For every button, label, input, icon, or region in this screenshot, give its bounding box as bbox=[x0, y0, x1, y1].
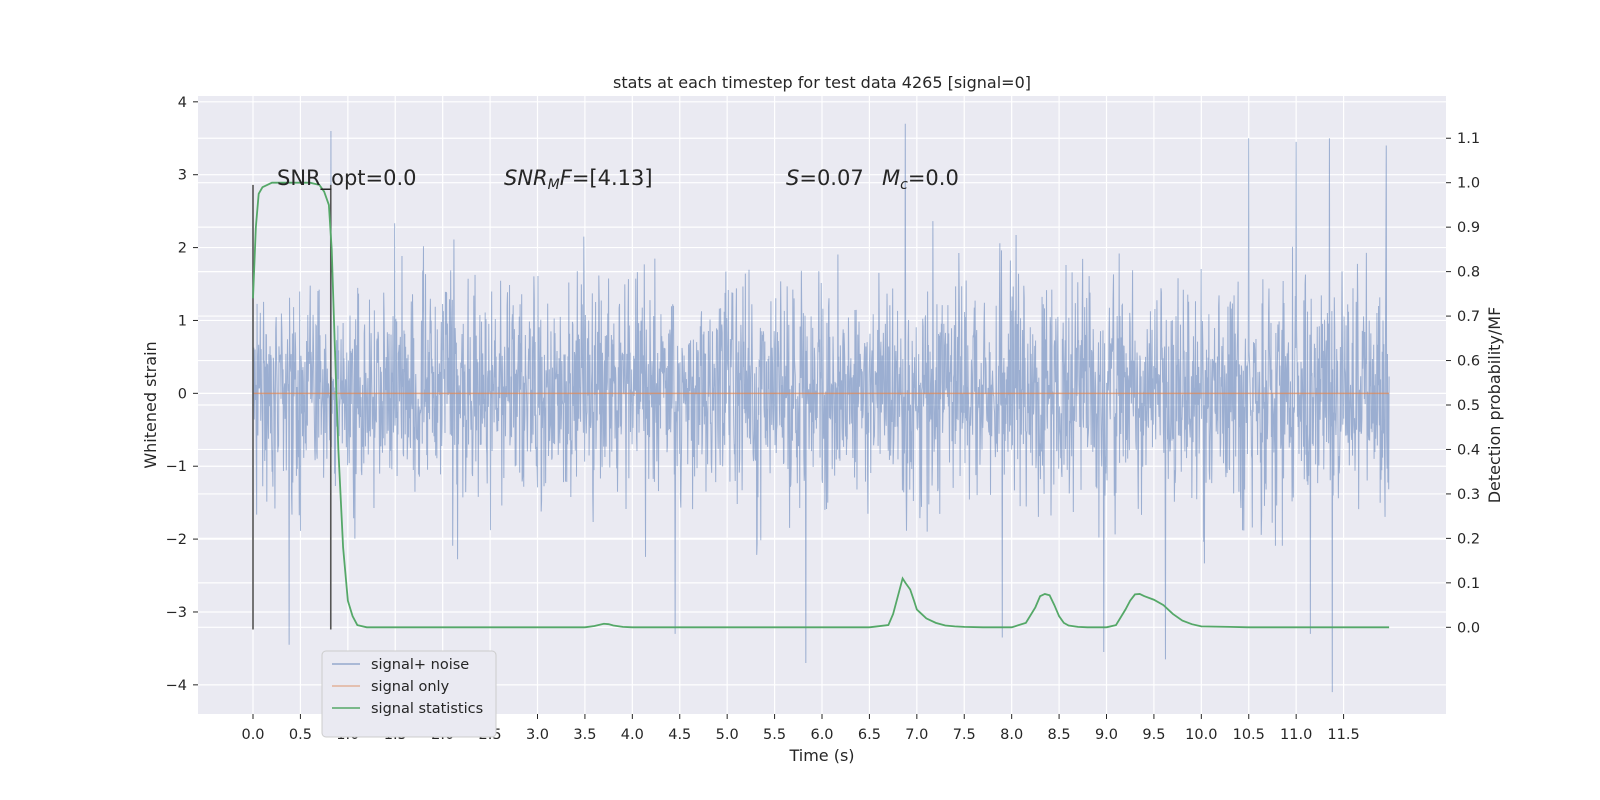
x-tick-label: 3.0 bbox=[526, 727, 549, 743]
annotations: SNR_opt=0.0 SNRMF=[4.13] S=0.07 Mc=0.0 bbox=[277, 166, 959, 193]
x-tick-label: 3.5 bbox=[573, 727, 596, 743]
y-axis-label: Whitened strain bbox=[141, 341, 160, 468]
x-tick-label: 7.5 bbox=[953, 727, 976, 743]
x-tick-label: 6.0 bbox=[810, 727, 833, 743]
x-tick-label: 5.5 bbox=[763, 727, 786, 743]
x-tick-label: 8.0 bbox=[1000, 727, 1023, 743]
x-axis-label: Time (s) bbox=[788, 746, 854, 765]
y-ticks-right: 1.1 1.0 0.9 0.8 0.7 0.6 0.5 0.4 0.3 0.2 0.1 0.0 bbox=[1446, 131, 1480, 636]
x-tick-label: 11.5 bbox=[1327, 727, 1359, 743]
y-tick-label-right: 0.9 bbox=[1457, 220, 1480, 236]
x-tick-label: 9.5 bbox=[1142, 727, 1165, 743]
marker-lines bbox=[252, 184, 332, 630]
y-tick-label-right: 0.0 bbox=[1457, 620, 1480, 636]
x-tick-label: 10.0 bbox=[1185, 727, 1217, 743]
x-tick-label: 4.0 bbox=[621, 727, 644, 743]
x-tick-label: 10.5 bbox=[1233, 727, 1265, 743]
x-tick-label: 11.0 bbox=[1280, 727, 1312, 743]
y-tick-label: −3 bbox=[166, 605, 187, 621]
y-tick-label-right: 0.2 bbox=[1457, 531, 1480, 547]
x-tick-label: 0.5 bbox=[289, 727, 312, 743]
y-tick-label: 3 bbox=[178, 168, 187, 184]
y-tick-label: −2 bbox=[166, 532, 187, 548]
x-tick-label: 0.0 bbox=[241, 727, 264, 743]
annotation-s: S=0.07 bbox=[786, 166, 864, 190]
annotation-snr-opt: SNR_opt=0.0 bbox=[277, 166, 417, 191]
y-tick-label-right: 1.0 bbox=[1457, 176, 1480, 192]
annotation-snr-mf: SNRMF=[4.13] bbox=[504, 166, 653, 193]
y-tick-label-right: 0.1 bbox=[1457, 576, 1480, 592]
series-signal-noise bbox=[252, 123, 1390, 693]
signal-statistics-line bbox=[252, 181, 1390, 629]
y-tick-label-right: 0.3 bbox=[1457, 487, 1480, 503]
annotation-mc: Mc=0.0 bbox=[882, 166, 959, 193]
y-axis-label-right: Detection probability/MF bbox=[1485, 307, 1504, 504]
legend-label-signal-only: signal only bbox=[371, 679, 450, 695]
y-ticks-left: 4 3 2 1 0 −1 −2 −3 −4 bbox=[166, 95, 198, 694]
x-tick-label: 6.5 bbox=[858, 727, 881, 743]
y-tick-label: 4 bbox=[178, 95, 187, 111]
legend-box bbox=[321, 650, 497, 738]
y-tick-label: −1 bbox=[166, 459, 187, 475]
series-signal-statistics bbox=[252, 181, 1390, 629]
y-tick-label-right: 0.8 bbox=[1457, 265, 1480, 281]
y-tick-label-right: 0.7 bbox=[1457, 309, 1480, 325]
signal-noise-line bbox=[252, 123, 1390, 693]
y-tick-label: 0 bbox=[178, 386, 187, 402]
y-tick-label-right: 1.1 bbox=[1457, 131, 1480, 147]
y-tick-label: −4 bbox=[166, 678, 187, 694]
x-tick-label: 4.5 bbox=[668, 727, 691, 743]
legend: signal+ noise signal only signal statist… bbox=[321, 650, 497, 738]
x-tick-label: 7.0 bbox=[905, 727, 928, 743]
x-tick-label: 9.0 bbox=[1095, 727, 1118, 743]
y-tick-label-right: 0.6 bbox=[1457, 354, 1480, 370]
y-tick-label: 2 bbox=[178, 241, 187, 257]
chart-title: stats at each timestep for test data 426… bbox=[613, 73, 1031, 92]
y-tick-label-right: 0.5 bbox=[1457, 398, 1480, 414]
legend-label-signal-statistics: signal statistics bbox=[371, 701, 483, 717]
x-tick-label: 5.0 bbox=[716, 727, 739, 743]
y-tick-label: 1 bbox=[178, 313, 187, 329]
legend-label-signal-noise: signal+ noise bbox=[371, 657, 469, 673]
y-tick-label-right: 0.4 bbox=[1457, 442, 1480, 458]
x-tick-label: 8.5 bbox=[1048, 727, 1071, 743]
